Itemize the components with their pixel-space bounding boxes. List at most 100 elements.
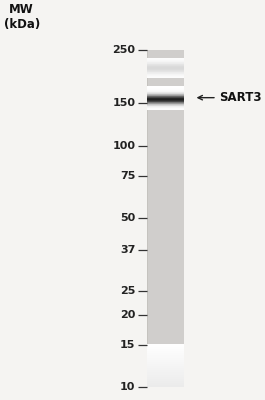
Bar — [147, 106, 184, 107]
Bar — [147, 74, 184, 75]
Bar — [147, 64, 184, 65]
Bar — [147, 67, 184, 68]
Bar — [147, 344, 184, 347]
Bar — [147, 72, 184, 73]
Bar — [147, 105, 184, 106]
Bar — [147, 72, 184, 74]
Bar — [147, 97, 184, 98]
Bar — [147, 94, 184, 95]
Bar — [147, 59, 184, 60]
Bar — [147, 58, 184, 59]
Text: 15: 15 — [120, 340, 136, 350]
Bar — [147, 100, 184, 101]
Bar — [147, 366, 184, 368]
Bar — [147, 102, 184, 103]
Bar — [147, 90, 184, 91]
Bar — [147, 101, 184, 102]
Bar — [147, 63, 184, 64]
Bar — [147, 101, 184, 102]
Bar — [147, 109, 184, 110]
Bar — [147, 103, 184, 104]
Bar — [147, 107, 184, 108]
Bar — [147, 68, 184, 69]
Bar — [147, 92, 184, 93]
Text: 20: 20 — [120, 310, 136, 320]
Bar — [147, 69, 184, 70]
Bar — [147, 362, 184, 364]
Bar — [147, 368, 184, 370]
Text: MW
(kDa): MW (kDa) — [3, 3, 40, 31]
Bar — [147, 103, 184, 104]
Bar — [147, 104, 184, 105]
Bar — [147, 96, 184, 97]
Bar — [147, 370, 184, 372]
Bar — [147, 50, 184, 387]
Bar — [147, 95, 184, 96]
Text: 75: 75 — [120, 171, 136, 181]
Bar — [147, 108, 184, 109]
Bar — [147, 359, 184, 362]
Bar — [147, 91, 184, 92]
Bar — [147, 99, 184, 100]
Bar — [147, 70, 184, 71]
Bar — [147, 378, 184, 381]
Bar — [147, 71, 184, 72]
Bar — [147, 93, 184, 94]
Bar — [147, 380, 184, 383]
Bar — [147, 93, 184, 94]
Bar — [147, 107, 184, 108]
Bar — [147, 76, 184, 78]
Bar — [147, 98, 184, 99]
Bar — [147, 349, 184, 351]
Bar — [147, 61, 184, 62]
Bar — [147, 62, 184, 64]
Bar — [147, 75, 184, 76]
Bar — [147, 353, 184, 356]
Bar — [147, 58, 184, 60]
Bar — [147, 88, 184, 89]
Bar — [147, 68, 184, 70]
Bar — [147, 100, 184, 101]
Bar — [147, 62, 184, 63]
Bar — [147, 90, 184, 91]
Bar — [147, 60, 184, 61]
Bar — [147, 98, 184, 99]
Bar — [147, 97, 184, 98]
Bar — [147, 385, 184, 387]
Bar — [147, 64, 184, 66]
Bar — [147, 66, 184, 68]
Bar — [147, 70, 184, 72]
Bar — [147, 374, 184, 377]
Bar — [147, 357, 184, 360]
Bar — [147, 87, 184, 88]
Bar — [147, 104, 184, 105]
Bar — [147, 105, 184, 106]
Text: 150: 150 — [113, 98, 136, 108]
Bar — [147, 73, 184, 74]
Bar — [147, 87, 184, 88]
Bar — [147, 102, 184, 103]
Bar — [147, 106, 184, 107]
Bar — [147, 89, 184, 90]
Bar — [147, 355, 184, 358]
Bar — [147, 74, 184, 76]
Bar — [147, 351, 184, 353]
Bar — [147, 376, 184, 379]
Text: 37: 37 — [120, 245, 136, 255]
Bar — [147, 92, 184, 93]
Bar — [147, 66, 184, 67]
Bar — [147, 86, 184, 87]
Bar — [147, 86, 184, 87]
Bar — [147, 108, 184, 109]
Bar — [147, 372, 184, 374]
Bar — [148, 50, 184, 387]
Bar — [147, 91, 184, 92]
Text: 100: 100 — [113, 141, 136, 151]
Bar — [147, 89, 184, 90]
Bar — [147, 383, 184, 385]
Bar — [147, 364, 184, 366]
Text: 25: 25 — [120, 286, 136, 296]
Bar — [147, 76, 184, 77]
Text: 250: 250 — [113, 44, 136, 54]
Bar — [147, 99, 184, 100]
